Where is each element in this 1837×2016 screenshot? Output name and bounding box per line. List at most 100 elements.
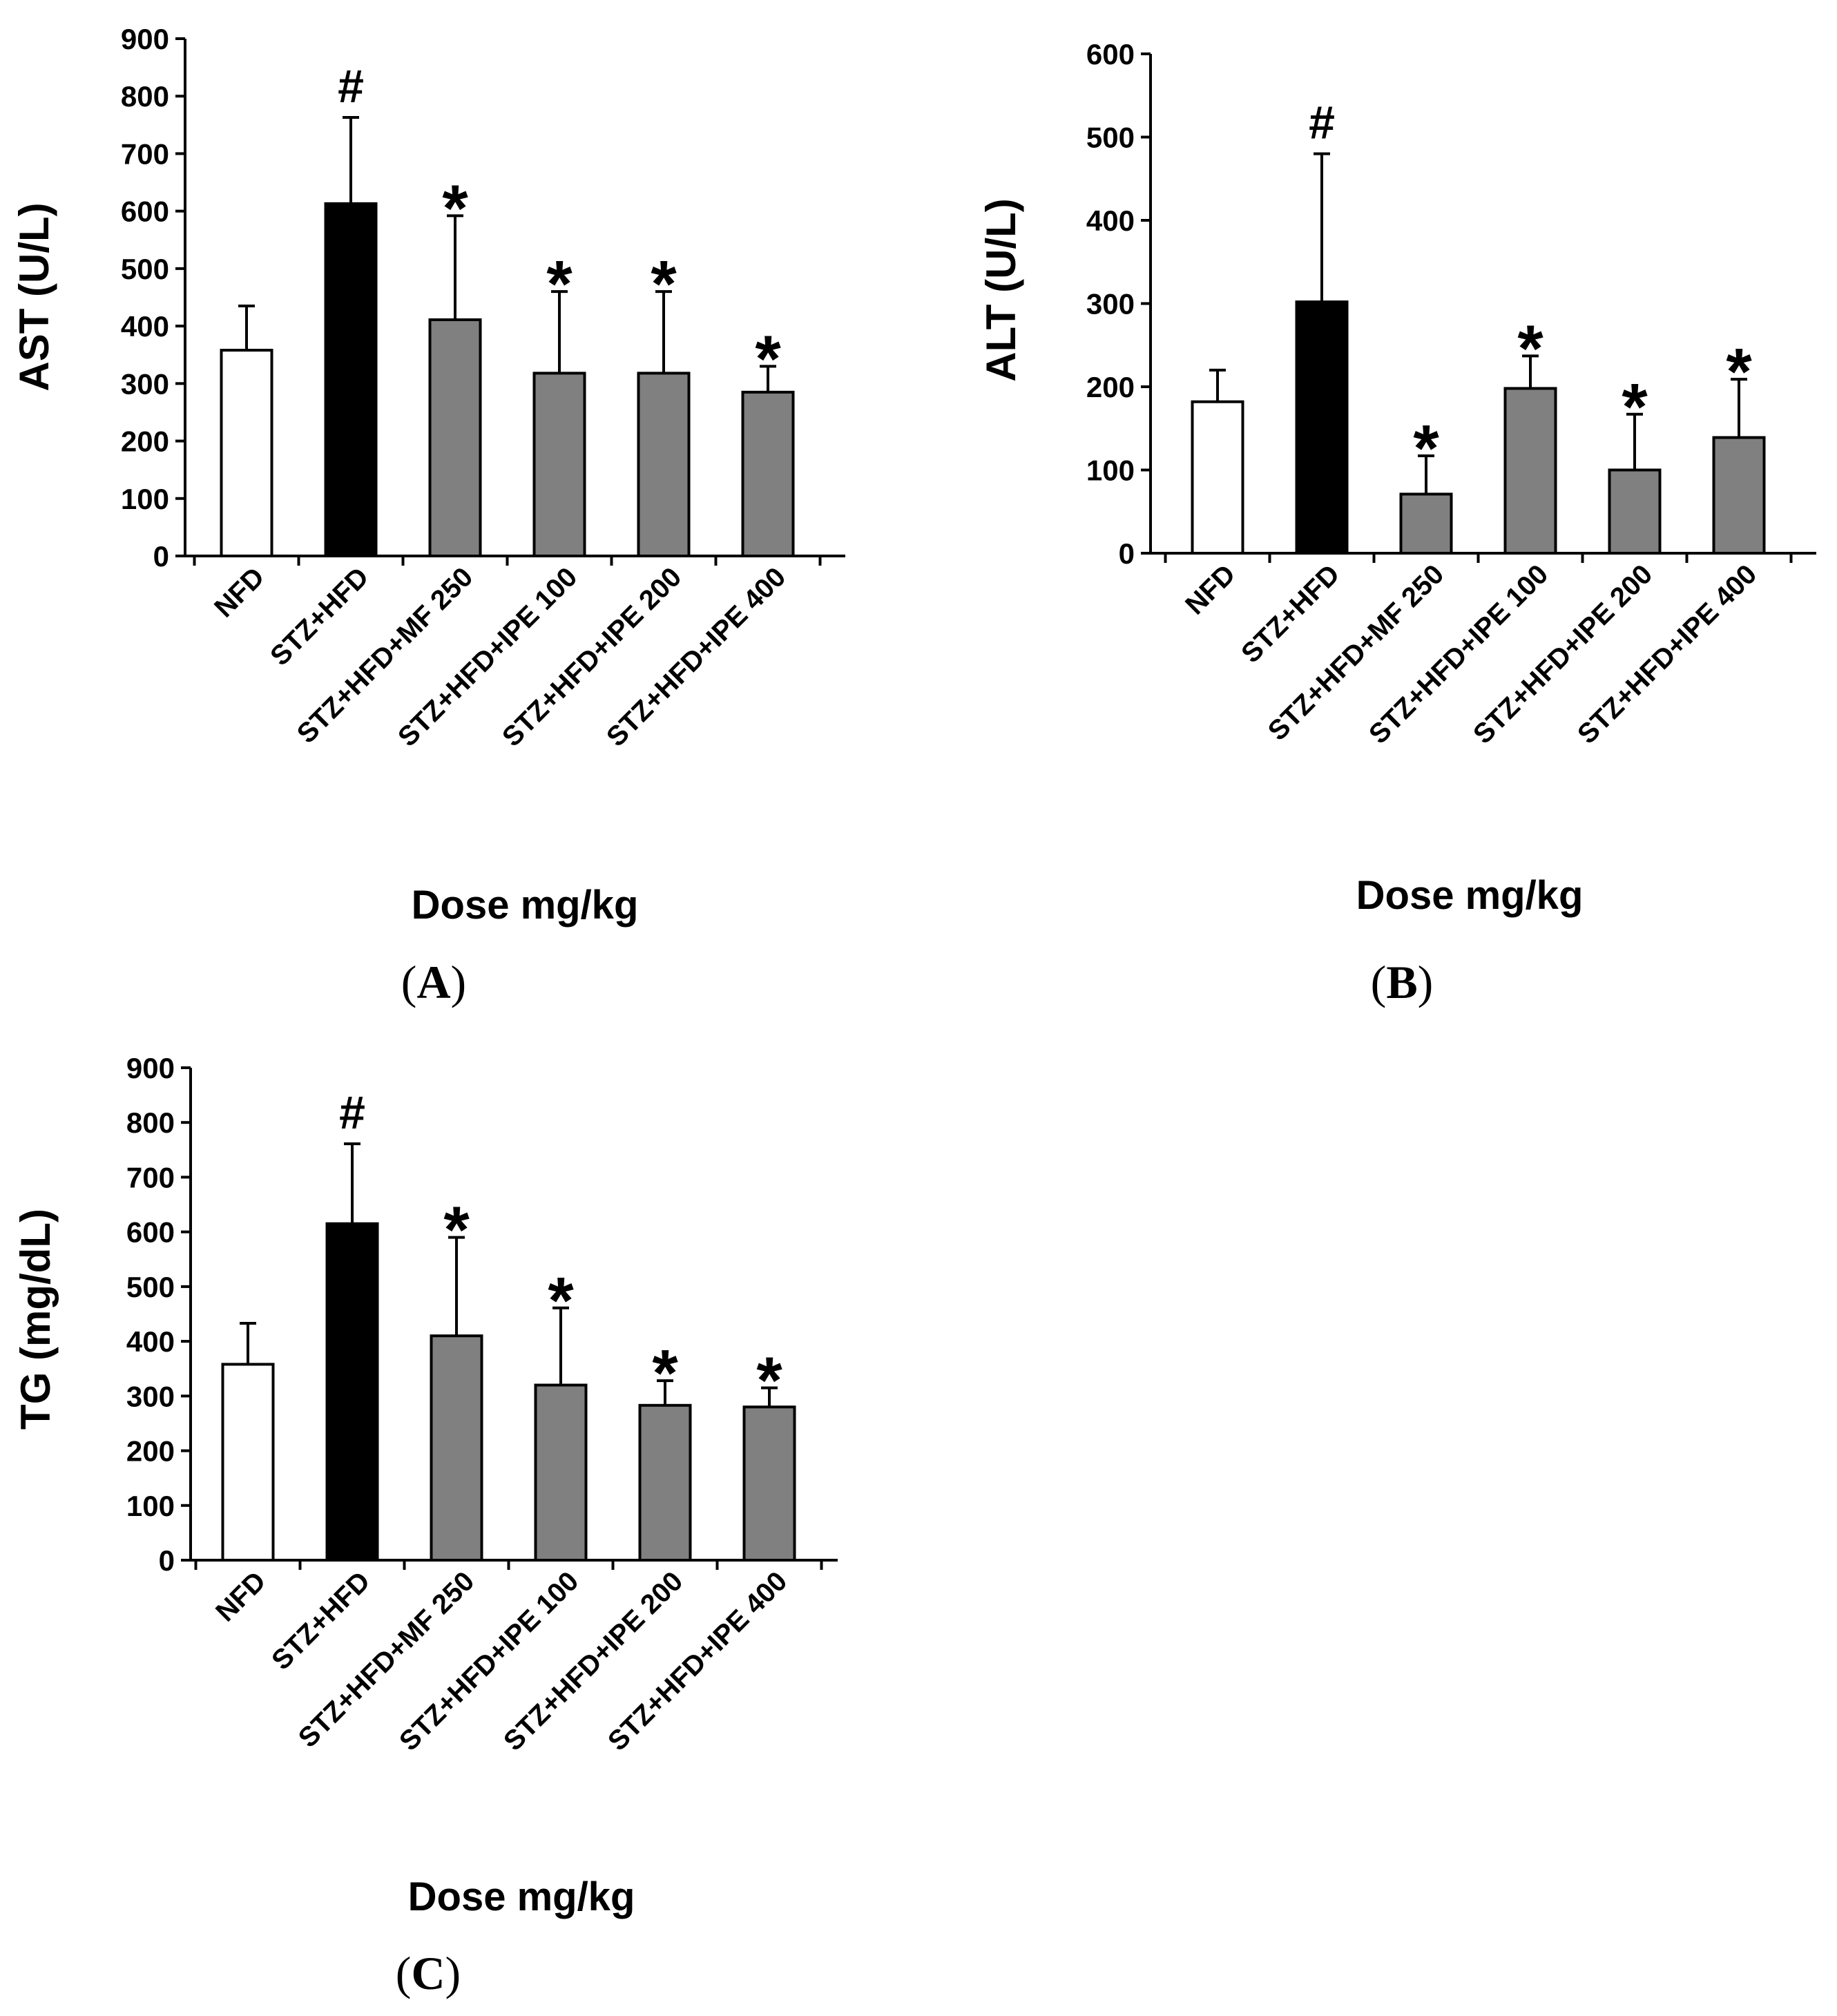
y-tick-label: 600: [1086, 38, 1135, 70]
y-tick-label: 800: [126, 1106, 175, 1139]
y-tick-label: 0: [153, 540, 169, 573]
bar: [742, 1405, 796, 1562]
bar: [1295, 300, 1349, 555]
y-tick-label: 300: [126, 1380, 175, 1412]
bar: [637, 372, 691, 557]
bar: [428, 318, 482, 557]
significance-hash: #: [339, 1086, 365, 1139]
x-axis-title: Dose mg/kg: [408, 1874, 635, 1919]
significance-star: *: [1622, 370, 1648, 444]
y-tick-label: 0: [1119, 537, 1135, 570]
y-tick-label: 300: [121, 367, 169, 400]
y-tick-label: 700: [121, 137, 169, 170]
significance-hash: #: [338, 60, 364, 113]
significance-hash: #: [1309, 97, 1335, 149]
y-tick-label: 200: [121, 425, 169, 458]
bar: [1191, 400, 1244, 555]
y-tick-label: 100: [126, 1490, 175, 1522]
x-category-label: STZ+HFD+IPE 200: [1468, 559, 1658, 749]
significance-star: *: [1517, 311, 1543, 385]
bar: [534, 1383, 588, 1562]
x-category-label: STZ+HFD+MF 250: [1262, 559, 1450, 747]
panel-label-letter: B: [1386, 956, 1417, 1008]
significance-star: *: [755, 322, 781, 396]
y-tick-label: 500: [121, 253, 169, 285]
panel-label-letter: C: [411, 1947, 445, 1999]
significance-star: *: [1413, 412, 1439, 486]
y-tick-label: 900: [126, 1052, 175, 1084]
bar: [741, 390, 795, 557]
x-category-label: STZ+HFD+IPE 100: [1363, 559, 1554, 749]
panel-label-paren: ): [445, 1947, 461, 1999]
panel-label-paren: (: [396, 1947, 412, 1999]
x-axis-title: Dose mg/kg: [412, 883, 639, 928]
x-category-label: STZ+HFD: [266, 1566, 376, 1676]
significance-star: *: [443, 1193, 470, 1267]
x-category-label: STZ+HFD+IPE 200: [498, 1566, 689, 1756]
x-category-label: STZ+HFD+IPE 100: [394, 1566, 584, 1756]
y-axis-title: TG (mg/dL): [12, 1209, 59, 1430]
chart-panel-b: 0 100 200 300 400 500 600 NFD # STZ+HFD * STZ+HFD+M…: [978, 38, 1816, 1008]
x-category-label: STZ+HFD: [1235, 559, 1345, 669]
bar: [324, 202, 378, 557]
y-tick-label: 700: [126, 1161, 175, 1193]
y-tick-label: 800: [121, 80, 169, 113]
y-tick-label: 100: [1086, 454, 1135, 487]
y-tick-label: 900: [121, 23, 169, 55]
bar: [1712, 436, 1766, 555]
y-tick-label: 400: [121, 310, 169, 343]
x-category-label: STZ+HFD: [265, 561, 374, 671]
panel-label: (C): [396, 1947, 461, 1999]
significance-star: *: [1726, 335, 1752, 409]
x-category-label: NFD: [1180, 559, 1241, 620]
panel-label-paren: (: [401, 956, 417, 1008]
chart-panel-c: 0 100 200 300 400 500 600 700 800 900 NFD # STZ+HFD *…: [12, 1052, 838, 1999]
y-tick-label: 0: [159, 1544, 175, 1577]
significance-star: *: [546, 247, 573, 321]
bar: [1503, 387, 1557, 555]
bar: [638, 1403, 692, 1562]
bar: [220, 349, 273, 557]
bar: [430, 1334, 483, 1562]
significance-star: *: [652, 1336, 678, 1410]
y-tick-label: 300: [1086, 288, 1135, 320]
x-category-label: STZ+HFD+MF 250: [291, 561, 479, 749]
significance-star: *: [442, 171, 468, 245]
y-tick-label: 400: [1086, 204, 1135, 237]
x-category-label: STZ+HFD+IPE 400: [601, 561, 791, 752]
x-category-label: STZ+HFD+IPE 200: [497, 561, 687, 752]
y-tick-label: 100: [121, 483, 169, 515]
x-category-label: STZ+HFD+IPE 400: [602, 1566, 793, 1756]
panel-label-paren: ): [451, 956, 467, 1008]
y-tick-label: 200: [126, 1435, 175, 1468]
y-tick-label: 200: [1086, 371, 1135, 403]
panel-label: (A): [401, 956, 466, 1008]
x-category-label: NFD: [210, 1566, 271, 1627]
x-category-label: STZ+HFD+MF 250: [293, 1566, 481, 1754]
y-tick-label: 500: [126, 1271, 175, 1303]
panel-label-paren: (: [1371, 956, 1387, 1008]
x-category-label: STZ+HFD+IPE 100: [392, 561, 583, 752]
y-tick-label: 600: [126, 1216, 175, 1249]
y-tick-label: 400: [126, 1325, 175, 1358]
chart-panel-a: 0 100 200 300 400 500 600 700 800 900 NFD # STZ+HFD *…: [11, 23, 845, 1008]
y-axis-title: ALT (U/L): [978, 198, 1024, 381]
significance-star: *: [756, 1343, 782, 1417]
x-category-label: STZ+HFD+IPE 400: [1572, 559, 1762, 749]
x-axis-title: Dose mg/kg: [1356, 873, 1584, 918]
bar: [532, 372, 586, 557]
significance-star: *: [548, 1264, 574, 1338]
bar: [325, 1222, 379, 1562]
y-tick-label: 500: [1086, 122, 1135, 154]
bar: [221, 1363, 275, 1562]
panel-label-letter: A: [416, 956, 450, 1008]
bar: [1608, 468, 1662, 555]
y-tick-label: 600: [121, 195, 169, 228]
y-axis-title: AST (U/L): [11, 202, 57, 391]
bar: [1399, 492, 1453, 555]
x-category-label: NFD: [209, 561, 270, 623]
panel-label-paren: ): [1418, 956, 1434, 1008]
significance-star: *: [651, 247, 677, 321]
panel-label: (B): [1371, 956, 1434, 1008]
